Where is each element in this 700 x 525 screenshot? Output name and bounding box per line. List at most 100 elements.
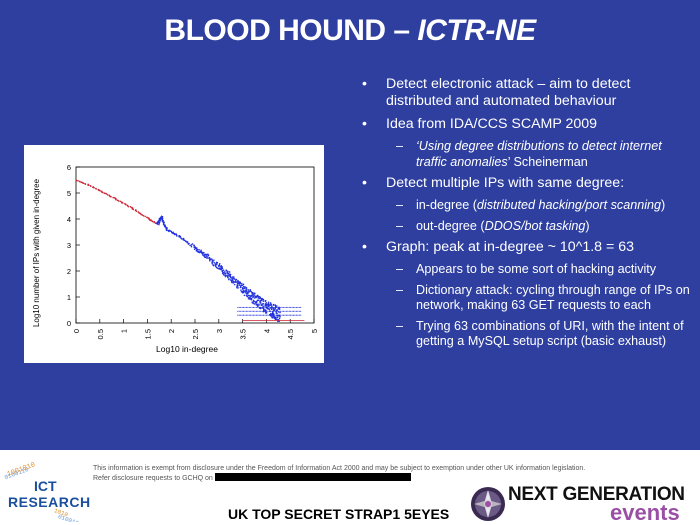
data-point [272, 306, 275, 308]
data-point [142, 215, 145, 217]
data-point [300, 314, 302, 316]
data-point [247, 310, 249, 312]
data-point [254, 306, 256, 308]
bullet-dash: – [396, 218, 404, 233]
data-point [255, 296, 257, 299]
data-point [275, 306, 277, 308]
data-point [206, 253, 208, 256]
data-point [252, 314, 255, 316]
data-point [256, 303, 258, 306]
data-point [241, 314, 243, 316]
data-point [290, 314, 292, 316]
data-point [186, 241, 188, 244]
y-tick-label: 6 [67, 163, 71, 172]
x-tick-label: 3.5 [239, 329, 248, 339]
data-point [250, 306, 252, 308]
data-point [238, 284, 240, 286]
data-point [271, 306, 273, 308]
data-point [193, 244, 195, 247]
data-point [278, 310, 280, 312]
data-point [175, 235, 178, 237]
data-point [270, 314, 272, 316]
data-point [244, 290, 247, 293]
data-point [291, 310, 293, 312]
data-point [255, 314, 257, 316]
data-point [93, 186, 95, 189]
data-point [106, 193, 109, 196]
bullet-text: Detect multiple IPs with same degree: [386, 175, 625, 191]
data-point [237, 279, 239, 282]
data-point [256, 299, 259, 302]
sub-bullet-item: – ‘Using degree distributions to detect i… [362, 139, 692, 170]
classification-banner: UK TOP SECRET STRAP1 5EYES [228, 506, 450, 522]
data-point [288, 306, 290, 308]
data-point [185, 240, 187, 243]
data-point [257, 295, 260, 298]
data-point [179, 235, 182, 238]
data-point [254, 292, 256, 295]
data-point [166, 226, 168, 229]
sub-bullet-item: – Dictionary attack: cycling through rang… [362, 283, 692, 314]
x-tick-label: 5 [310, 329, 319, 333]
data-point [238, 306, 240, 308]
data-point [267, 301, 270, 304]
sub-bullet-item: – Appears to be some sort of hacking acti… [362, 262, 692, 278]
chart-svg: 0 1 2 3 4 5 6 0 0.5 1 1.5 2 2.5 3 3.5 4 4.5 5 Log10 numbe… [32, 163, 319, 354]
data-point [224, 275, 227, 278]
compass-icon [471, 487, 505, 521]
data-point [288, 310, 290, 312]
data-point [259, 304, 261, 306]
data-point [282, 310, 285, 312]
data-point [248, 314, 250, 316]
data-point [278, 308, 281, 310]
data-point [90, 185, 92, 187]
data-point [257, 310, 259, 312]
data-point [165, 229, 168, 232]
data-point [281, 314, 283, 316]
bullet-item: • Graph: peak at in-degree ~ 10^1.8 = 63 [362, 239, 692, 256]
data-point [202, 252, 205, 254]
data-point [119, 200, 122, 203]
data-point [205, 257, 208, 259]
data-point [156, 221, 159, 223]
bullet-text: Detect electronic attack – aim to detect… [386, 76, 631, 109]
data-point [254, 314, 256, 316]
data-point [281, 306, 283, 308]
data-point [243, 310, 245, 312]
data-point [215, 263, 218, 266]
data-point [267, 310, 269, 312]
data-point [153, 221, 155, 224]
bullet-list: • Detect electronic attack – aim to detec… [362, 76, 692, 355]
data-point [279, 311, 281, 314]
data-point [294, 306, 296, 308]
data-point [291, 306, 293, 308]
data-point [264, 314, 266, 316]
data-point [213, 261, 216, 264]
data-point [265, 301, 268, 304]
data-point [266, 303, 269, 306]
data-point [245, 310, 247, 312]
data-point [247, 297, 250, 299]
data-point [288, 314, 290, 316]
data-point [233, 283, 236, 286]
slide-title: BLOOD HOUND – ICTR-NE [0, 14, 700, 48]
data-point [222, 269, 225, 272]
bullet-dot: • [362, 76, 367, 92]
data-point [224, 270, 226, 273]
redaction-bar [214, 473, 411, 481]
data-point [241, 306, 243, 308]
bullet-dash: – [396, 198, 404, 212]
data-point [240, 290, 243, 293]
data-point [225, 274, 227, 277]
data-point [240, 289, 242, 291]
sub-bullet-item: – Trying 63 combinations of URI, with the… [362, 319, 692, 350]
data-point [250, 314, 252, 316]
data-point [260, 306, 262, 308]
data-point [284, 310, 286, 312]
data-point [103, 192, 106, 195]
data-point [245, 289, 248, 291]
data-point [77, 180, 79, 182]
data-point [280, 306, 282, 308]
data-point [226, 270, 228, 273]
